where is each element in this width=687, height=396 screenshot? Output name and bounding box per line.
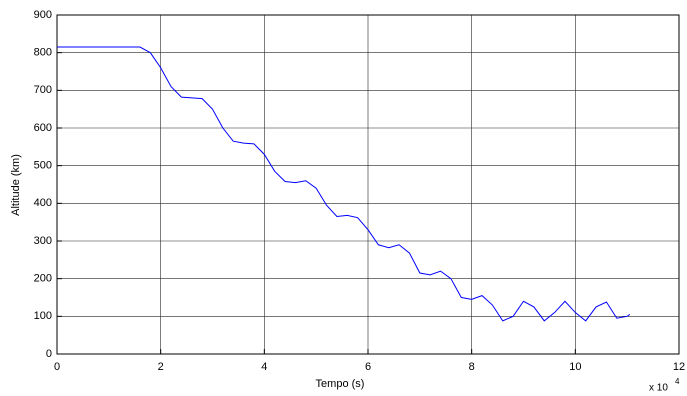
x-tick-label: 10 [569, 361, 581, 373]
x-tick-label: 0 [54, 361, 60, 373]
x-tick-label: 8 [469, 361, 475, 373]
x-tick-label: 4 [261, 361, 267, 373]
line-series [57, 46, 631, 322]
y-tick-label: 600 [34, 122, 52, 134]
y-tick-label: 400 [34, 197, 52, 209]
y-tick-label: 700 [34, 84, 52, 96]
y-tick-label: 500 [34, 160, 52, 172]
x-tick-label: 6 [365, 361, 371, 373]
y-axis-label: Altitude (km) [10, 154, 22, 216]
y-tick-label: 100 [34, 310, 52, 322]
y-tick-label: 800 [34, 47, 52, 59]
y-tick-label: 300 [34, 235, 52, 247]
x-scale-label: x 10 [649, 383, 668, 394]
x-axis-label: Tempo (s) [316, 378, 365, 390]
y-tick-label: 0 [46, 348, 52, 360]
y-tick-label: 900 [34, 9, 52, 21]
y-tick-label: 200 [34, 273, 52, 285]
x-tick-label: 12 [673, 361, 685, 373]
x-tick-label: 2 [158, 361, 164, 373]
axes-box [56, 14, 680, 355]
x-scale-exponent: 4 [675, 377, 680, 386]
